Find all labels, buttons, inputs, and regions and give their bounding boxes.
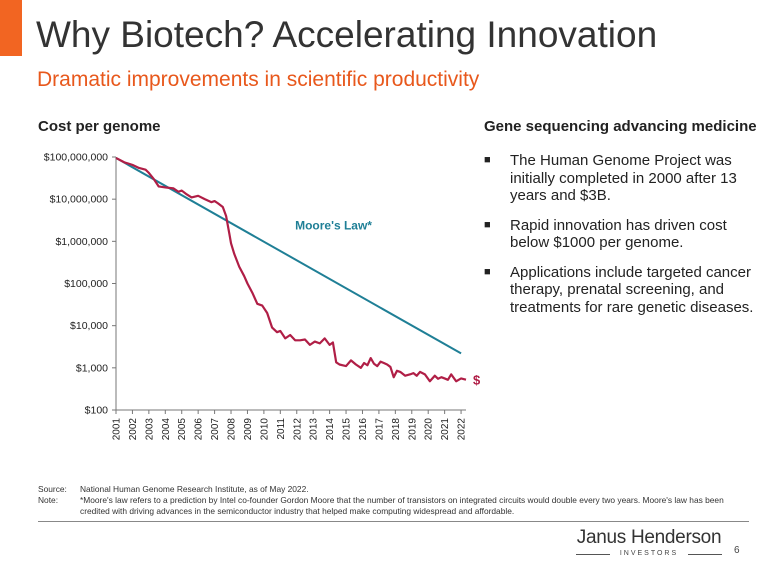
moores-law-line (115, 157, 462, 355)
right-panel-heading: Gene sequencing advancing medicine (484, 118, 757, 135)
x-tick-label: 2014 (325, 418, 336, 440)
x-tick-label: 2001 (112, 418, 123, 440)
bullet-text: The Human Genome Project was initially c… (510, 152, 737, 204)
x-tick-label: 2007 (210, 418, 221, 440)
x-tick-label: 2003 (144, 418, 155, 440)
cost-per-genome-chart: $100 $1,000 $10,000 $100,000 $1,000,000 $10,0… (44, 152, 480, 441)
x-tick-label: 2021 (440, 418, 451, 440)
bullet-text: Applications include targeted cancer the… (510, 263, 754, 316)
footer-divider (38, 521, 749, 522)
end-value-label: $525 (473, 373, 480, 388)
x-tick-label: 2008 (227, 418, 238, 440)
x-tick-label: 2005 (177, 418, 188, 440)
y-tick-label: $100,000,000 (44, 152, 108, 164)
page-number: 6 (734, 545, 740, 556)
y-tick-label: $1,000 (76, 362, 108, 374)
moores-law-note: Note: *Moore's law refers to a predictio… (38, 495, 748, 517)
slide-title: Why Biotech? Accelerating Innovation (36, 14, 658, 55)
x-tick-label: 2022 (457, 418, 468, 440)
moores-law-label: Moore's Law* (295, 219, 372, 233)
x-tick-label: 2009 (243, 418, 254, 440)
y-tick-label: $10,000 (70, 320, 108, 332)
x-tick-label: 2011 (276, 418, 287, 440)
chart-title: Cost per genome (38, 118, 161, 135)
x-tick-label: 2019 (407, 418, 418, 440)
footnotes: Source: National Human Genome Research I… (38, 484, 748, 517)
note-text: *Moore's law refers to a prediction by I… (80, 495, 724, 516)
source-key: Source: (38, 484, 67, 494)
y-tick-label: $1,000,000 (55, 236, 108, 248)
bullet-item: ■ The Human Genome Project was initially … (484, 152, 764, 205)
x-tick-label: 2012 (292, 418, 303, 440)
bullet-square-icon: ■ (484, 218, 491, 231)
x-tick-label: 2016 (358, 418, 369, 440)
y-tick-label: $100 (85, 405, 109, 417)
y-tick-label: $10,000,000 (50, 194, 109, 206)
x-tick-label: 2006 (194, 418, 205, 440)
source-note: Source: National Human Genome Research I… (38, 484, 748, 495)
source-text: National Human Genome Research Institute… (80, 484, 309, 494)
bullet-item: ■ Applications include targeted cancer th… (484, 264, 764, 317)
x-tick-label: 2017 (374, 418, 385, 440)
logo-name: Janus Henderson (576, 527, 722, 548)
x-tick-label: 2015 (342, 418, 353, 440)
slide-subtitle: Dramatic improvements in scientific prod… (37, 68, 480, 91)
x-tick-label: 2018 (391, 418, 402, 440)
cost-per-genome-line (115, 156, 467, 383)
y-tick-label: $100,000 (64, 278, 108, 290)
bullet-square-icon: ■ (484, 154, 491, 166)
janus-henderson-logo: Janus Henderson INVESTORS (574, 527, 724, 557)
note-key: Note: (38, 495, 59, 505)
x-tick-label: 2004 (161, 418, 172, 440)
x-tick-label: 2013 (309, 418, 320, 440)
bullet-text: Rapid innovation has driven cost below $… (510, 216, 727, 252)
accent-bar (0, 0, 22, 56)
bullet-list: ■ The Human Genome Project was initially … (484, 152, 764, 328)
bullet-item: ■ Rapid innovation has driven cost below … (484, 217, 764, 252)
x-tick-label: 2020 (424, 418, 435, 440)
logo-subtext: INVESTORS (574, 550, 724, 557)
x-tick-label: 2010 (259, 418, 270, 440)
x-tick-label: 2002 (128, 418, 139, 440)
bullet-square-icon: ■ (484, 265, 491, 278)
